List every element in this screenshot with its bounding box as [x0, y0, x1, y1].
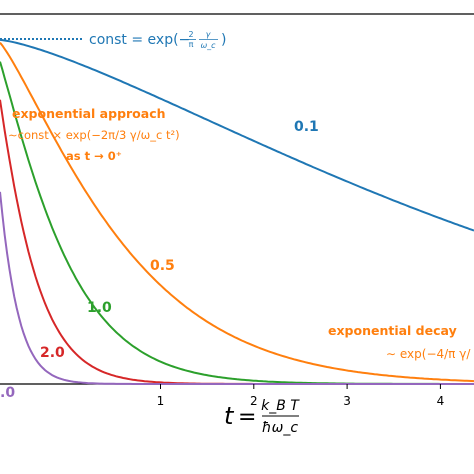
x-axis-frac-num: k_B T	[261, 398, 300, 414]
approach-title: exponential approach	[12, 106, 166, 121]
curves	[0, 38, 474, 385]
x-tick-label-1: 1	[157, 394, 165, 408]
const-close: )	[221, 32, 226, 48]
const-frac-num: 2	[188, 30, 193, 39]
x-axis-ticks: 1 2 3 4	[157, 384, 445, 408]
series-label-0.1: 0.1	[294, 119, 319, 135]
series-label-2.0: 2.0	[40, 345, 65, 361]
decay-annotation: exponential decay ∼ exp(−4/π γ/	[328, 323, 471, 361]
x-tick-label-4: 4	[437, 394, 445, 408]
x-axis-t: t	[224, 402, 235, 430]
curve-0.1	[0, 38, 474, 232]
decay-formula: ∼ exp(−4/π γ/	[386, 347, 471, 361]
approach-annotation: exponential approach ∼const × exp(−2π/3 …	[8, 106, 180, 163]
x-axis-equals: =	[238, 405, 256, 430]
series-label-4.0: .0	[0, 385, 15, 401]
x-tick-label-2: 2	[250, 394, 258, 408]
x-axis-frac-den: ħω_c	[262, 420, 298, 436]
x-axis-label: t = k_B T ħω_c	[224, 398, 300, 436]
series-label-0.5: 0.5	[150, 258, 175, 274]
curve-2.0	[0, 99, 474, 385]
const-gamma-num: γ	[206, 30, 212, 39]
curve-.0	[0, 191, 474, 385]
approach-formula: ∼const × exp(−2π/3 γ/ω_c t²)	[8, 128, 180, 142]
decay-title: exponential decay	[328, 323, 457, 338]
const-frac-den: π	[189, 40, 194, 49]
x-tick-label-3: 3	[343, 394, 351, 408]
const-annotation: const = exp(− 2 π γ ω_c )	[89, 30, 226, 50]
approach-limit: as t → 0⁺	[66, 149, 122, 163]
const-label: const = exp(−	[89, 32, 190, 48]
const-gamma-den: ω_c	[200, 41, 216, 50]
curve-0.5	[0, 41, 474, 383]
series-label-1.0: 1.0	[87, 300, 112, 316]
